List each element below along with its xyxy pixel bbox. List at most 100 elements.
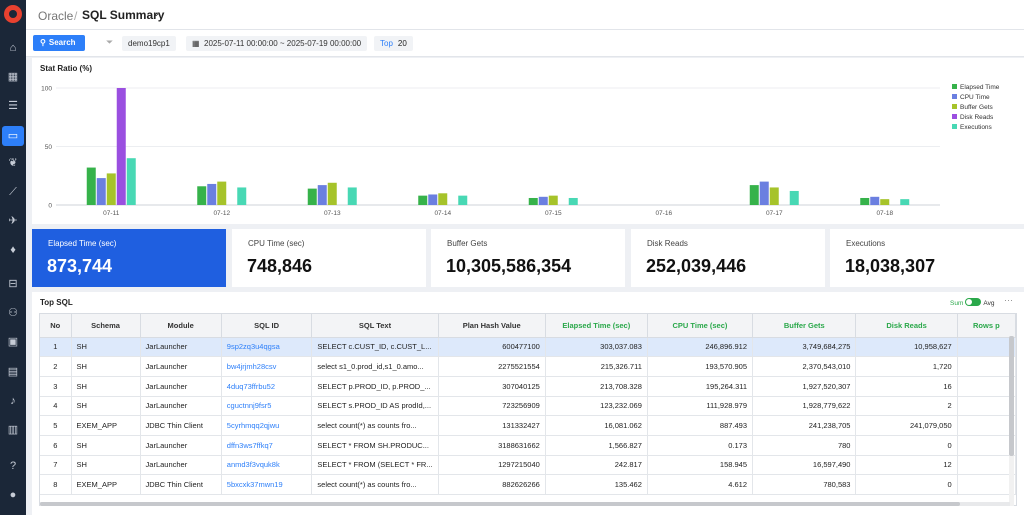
column-header[interactable]: SQL Text xyxy=(311,314,439,338)
legend-item[interactable]: CPU Time xyxy=(952,93,999,103)
bar-cpu-time[interactable] xyxy=(538,196,548,205)
bar-executions[interactable] xyxy=(900,199,910,205)
breadcrumb-root[interactable]: Oracle xyxy=(38,9,74,23)
bar-cpu-time[interactable] xyxy=(870,196,880,205)
toggle-switch[interactable] xyxy=(965,298,982,306)
bar-executions[interactable] xyxy=(568,197,578,205)
bar-buffer-gets[interactable] xyxy=(548,195,558,205)
column-header[interactable]: No xyxy=(40,314,72,338)
legend-item[interactable]: Buffer Gets xyxy=(952,103,999,113)
drop-icon[interactable]: ♦ xyxy=(10,244,16,256)
bar-cpu-time[interactable] xyxy=(428,194,438,205)
bar-elapsed-time[interactable] xyxy=(749,185,759,205)
column-header[interactable]: Disk Reads xyxy=(855,314,958,338)
top-n-selector[interactable]: Top 20 xyxy=(374,36,413,51)
bar-buffer-gets[interactable] xyxy=(438,193,448,205)
x-tick-label: 07-12 xyxy=(213,210,230,217)
bar-cpu-time[interactable] xyxy=(207,183,217,205)
bar-buffer-gets[interactable] xyxy=(880,199,890,205)
bar-buffer-gets[interactable] xyxy=(769,187,779,205)
column-header[interactable]: Plan Hash Value xyxy=(438,314,546,338)
bar-elapsed-time[interactable] xyxy=(860,197,870,205)
document-icon[interactable]: ▥ xyxy=(7,424,19,436)
server-icon[interactable]: ⊟ xyxy=(8,278,18,290)
bar-elapsed-time[interactable] xyxy=(307,188,317,205)
column-header[interactable]: CPU Time (sec) xyxy=(647,314,754,338)
bar-executions[interactable] xyxy=(126,158,136,205)
column-header[interactable]: Buffer Gets xyxy=(752,314,857,338)
column-header[interactable]: Module xyxy=(140,314,222,338)
sql-id-link[interactable]: 9sp2zq3u4qgsa xyxy=(221,337,313,358)
page-header: Oracle / SQL Summary ⌄ xyxy=(26,0,1024,30)
column-header[interactable]: SQL ID xyxy=(221,314,313,338)
sum-avg-toggle[interactable]: Sum Avg xyxy=(950,298,994,307)
column-header[interactable]: Rows p xyxy=(957,314,1016,338)
horizontal-scrollbar[interactable] xyxy=(40,502,1010,506)
sql-id-link[interactable]: 4duq73ffrbu52 xyxy=(221,376,313,397)
bell-icon[interactable]: ♪ xyxy=(10,395,16,407)
database-icon[interactable]: ☰ xyxy=(8,100,18,112)
bar-executions[interactable] xyxy=(237,187,247,205)
table-row[interactable]: 1 SH JarLauncher 9sp2zq3u4qgsa SELECT c.CUST… xyxy=(40,337,1016,358)
stat-card[interactable]: Buffer Gets 10,305,586,354 xyxy=(431,229,625,287)
filter-icon[interactable]: ⏷ xyxy=(106,37,114,47)
bar-elapsed-time[interactable] xyxy=(418,195,428,205)
briefcase-icon[interactable]: ▣ xyxy=(7,336,19,348)
bar-disk-reads[interactable] xyxy=(116,88,126,205)
legend-item[interactable]: Elapsed Time xyxy=(952,83,999,93)
table-cell: 723256909 xyxy=(438,396,546,417)
bar-cpu-time[interactable] xyxy=(317,185,327,205)
bar-buffer-gets[interactable] xyxy=(327,182,337,205)
table-row[interactable]: 2 SH JarLauncher bw4jrjmh28csv select s1_0.p… xyxy=(40,356,1016,377)
bar-buffer-gets[interactable] xyxy=(217,181,227,205)
report-icon[interactable]: ▤ xyxy=(7,366,19,378)
table-row[interactable]: 3 SH JarLauncher 4duq73ffrbu52 SELECT p.PROD… xyxy=(40,376,1016,397)
home-icon[interactable]: ⌂ xyxy=(9,42,17,54)
bar-cpu-time[interactable] xyxy=(96,178,106,205)
chevron-down-icon[interactable]: ⌄ xyxy=(152,8,161,19)
bar-elapsed-time[interactable] xyxy=(86,167,96,205)
brain-icon[interactable]: ❦ xyxy=(8,157,18,169)
app-logo-icon[interactable] xyxy=(4,5,22,23)
table-row[interactable]: 7 SH JarLauncher anmd3f3vquk8k SELECT * FROM… xyxy=(40,455,1016,476)
bar-elapsed-time[interactable] xyxy=(197,186,207,205)
sql-id-link[interactable]: 5cyrhmqq2qjwu xyxy=(221,415,313,436)
table-cell: 887.493 xyxy=(647,415,754,436)
sql-id-link[interactable]: dffn3ws7ffkq7 xyxy=(221,435,313,456)
help-icon[interactable]: ? xyxy=(9,460,17,472)
bar-executions[interactable] xyxy=(347,187,357,205)
table-row[interactable]: 5 EXEM_APP JDBC Thin Client 5cyrhmqq2qjwu se… xyxy=(40,415,1016,436)
page-title[interactable]: SQL Summary xyxy=(82,8,165,22)
more-options-icon[interactable]: ··· xyxy=(1004,295,1013,305)
column-header[interactable]: Schema xyxy=(71,314,141,338)
sql-id-link[interactable]: 5bxcxk37mwn19 xyxy=(221,474,313,495)
analysis-icon[interactable]: ⟋ xyxy=(9,186,17,198)
stat-card[interactable]: Elapsed Time (sec) 873,744 xyxy=(32,229,226,287)
sql-id-link[interactable]: bw4jrjmh28csv xyxy=(221,356,313,377)
bar-executions[interactable] xyxy=(789,190,799,205)
stat-card[interactable]: Disk Reads 252,039,446 xyxy=(631,229,825,287)
vertical-scrollbar[interactable] xyxy=(1009,336,1014,506)
cluster-icon[interactable]: ⚇ xyxy=(8,307,18,319)
sql-summary-icon[interactable]: ▭ xyxy=(2,126,24,146)
sql-id-link[interactable]: cguctnnj9fsr5 xyxy=(221,396,313,417)
table-row[interactable]: 6 SH JarLauncher dffn3ws7ffkq7 SELECT * FROM… xyxy=(40,435,1016,456)
table-row[interactable]: 8 EXEM_APP JDBC Thin Client 5bxcxk37mwn19 se… xyxy=(40,474,1016,495)
search-button[interactable]: ⚲ Search xyxy=(33,35,85,51)
bar-cpu-time[interactable] xyxy=(759,181,769,205)
legend-item[interactable]: Disk Reads xyxy=(952,113,999,123)
user-avatar-icon[interactable]: ● xyxy=(9,489,17,501)
stat-card[interactable]: CPU Time (sec) 748,846 xyxy=(232,229,426,287)
legend-item[interactable]: Executions xyxy=(952,123,999,133)
stat-card[interactable]: Executions 18,038,307 xyxy=(830,229,1024,287)
table-row[interactable]: 4 SH JarLauncher cguctnnj9fsr5 SELECT s.PROD… xyxy=(40,396,1016,417)
database-selector[interactable]: demo19cp1 xyxy=(122,36,176,51)
tools-icon[interactable]: ✈ xyxy=(8,215,18,227)
column-header[interactable]: Elapsed Time (sec) xyxy=(545,314,648,338)
bar-buffer-gets[interactable] xyxy=(106,173,116,205)
bar-elapsed-time[interactable] xyxy=(528,197,538,205)
sql-id-link[interactable]: anmd3f3vquk8k xyxy=(221,455,313,476)
bar-executions[interactable] xyxy=(458,195,468,205)
date-range-picker[interactable]: ▦ 2025-07-11 00:00:00 ~ 2025-07-19 00:00… xyxy=(186,36,368,51)
dashboard-grid-icon[interactable]: ▦ xyxy=(7,71,19,83)
